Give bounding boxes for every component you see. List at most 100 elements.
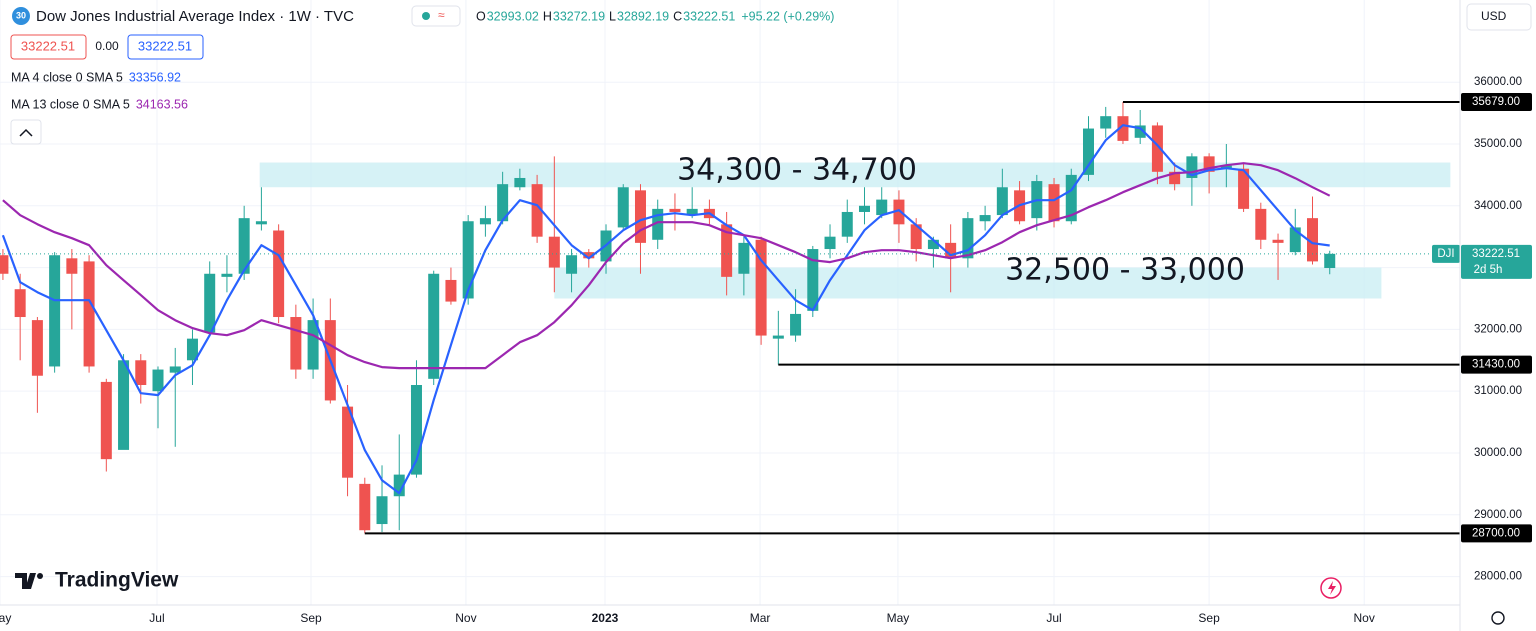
- sell-button[interactable]: [10, 34, 87, 60]
- candle-body: [721, 224, 733, 277]
- level-label: 35679.00: [1472, 96, 1520, 108]
- candle-body: [66, 258, 78, 274]
- candle-body: [583, 252, 595, 259]
- candle-body: [652, 208, 664, 240]
- y-tick-label: 28000.00: [1474, 571, 1522, 583]
- candle-body: [238, 218, 250, 274]
- candle-body: [1289, 227, 1301, 253]
- candle-body: [1186, 156, 1198, 178]
- candle-body: [876, 199, 888, 216]
- buy-price: 33222.51: [138, 38, 192, 53]
- candle-body: [376, 496, 388, 525]
- candle-body: [790, 313, 802, 336]
- candle-body: [824, 236, 836, 250]
- currency-button[interactable]: [1466, 3, 1532, 31]
- level-tag: [1461, 355, 1532, 374]
- spread: 0.00: [95, 39, 119, 53]
- candle-body: [410, 385, 422, 475]
- candle-body: [617, 187, 629, 228]
- ma-name: MA 13 close 0 SMA 5: [11, 97, 130, 111]
- candle-body: [893, 199, 905, 225]
- y-tick-label: 36000.00: [1474, 76, 1522, 88]
- candle-body: [634, 190, 646, 243]
- x-tick-label: Sep: [1198, 611, 1220, 625]
- candle-body: [738, 242, 750, 274]
- support-zone: [259, 162, 1451, 188]
- candle-body: [1100, 116, 1112, 129]
- level-label: 31430.00: [1472, 359, 1520, 371]
- buy-button[interactable]: [127, 34, 204, 60]
- ohlc-value: 33222.51: [683, 9, 735, 23]
- candle-body: [152, 369, 164, 392]
- status-icon: ≈: [438, 8, 445, 22]
- status-pill[interactable]: [411, 5, 461, 27]
- ohlc-key: C: [673, 9, 682, 23]
- x-tick-label: May: [0, 611, 11, 625]
- candle-body: [841, 211, 853, 237]
- zone-label: 34,300 - 34,700: [677, 152, 917, 187]
- settings-icon[interactable]: [1491, 611, 1505, 625]
- y-tick-label: 29000.00: [1474, 509, 1522, 521]
- level-label: 28700.00: [1472, 527, 1520, 539]
- collapse-button[interactable]: [10, 119, 42, 145]
- candle-body: [1134, 125, 1146, 138]
- candle-body: [290, 317, 302, 370]
- collapse-icon: [19, 128, 33, 137]
- candle-body: [566, 255, 578, 274]
- y-tick-label: 32000.00: [1474, 323, 1522, 335]
- symbol-title: Dow Jones Industrial Average Index · 1W …: [36, 8, 354, 25]
- alert-bolt: [1328, 581, 1336, 595]
- x-tick-label: 2023: [592, 611, 619, 625]
- ma-legend: MA 4 close 0 SMA 5 33356.92 MA 13 close 0 …: [11, 70, 188, 111]
- status-dot: [422, 12, 430, 20]
- price-label: 33222.51: [1472, 248, 1520, 260]
- candle-body: [255, 221, 267, 225]
- candle-body: [910, 224, 922, 250]
- logo-dot: [37, 573, 43, 579]
- x-tick-label: Mar: [750, 611, 771, 625]
- candle-body: [221, 273, 233, 277]
- candle-body: [962, 218, 974, 259]
- candle-body: [0, 255, 9, 274]
- candle-body: [1272, 239, 1284, 243]
- candle-body: [1117, 116, 1129, 141]
- candle-body: [393, 474, 405, 497]
- candle-body: [1082, 128, 1094, 175]
- candle-body: [135, 360, 147, 385]
- alert-icon[interactable]: [1320, 577, 1342, 599]
- countdown: 2d 5h: [1474, 264, 1503, 276]
- x-tick-label: Jul: [149, 611, 164, 625]
- candle-body: [462, 221, 474, 299]
- y-tick-label: 31000.00: [1474, 385, 1522, 397]
- x-tick-label: Nov: [1354, 611, 1375, 625]
- ohlc-legend: O 32993.02 H 33272.19 L 32892.19 C 33222.51 +95.…: [476, 9, 834, 23]
- support-zone: [554, 267, 1382, 299]
- ohlc-value: 32892.19: [617, 9, 669, 23]
- candle-body: [1324, 253, 1336, 269]
- candle-body: [1238, 168, 1250, 209]
- candle-body: [204, 273, 216, 333]
- candle-body: [686, 208, 698, 216]
- candle-body: [807, 249, 819, 311]
- symbol-tag: [1432, 244, 1460, 263]
- candle-body: [1255, 208, 1267, 240]
- candle-body: [342, 406, 354, 478]
- candle-body: [428, 273, 440, 379]
- candle-body: [548, 236, 560, 268]
- candle-body: [14, 289, 26, 318]
- candle-body: [1307, 218, 1319, 262]
- candle-body: [186, 338, 198, 361]
- candle-body: [1169, 171, 1181, 185]
- candle-body: [979, 215, 991, 222]
- ohlc-key: L: [609, 9, 616, 23]
- symbol-badge: [12, 7, 30, 25]
- candle-body: [1048, 184, 1060, 222]
- marks: [0, 102, 1336, 534]
- candle-body: [531, 184, 543, 237]
- ohlc-key: H: [543, 9, 552, 23]
- y-tick-label: 34000.00: [1474, 200, 1522, 212]
- x-tick-label: Sep: [300, 611, 322, 625]
- ma-name: MA 4 close 0 SMA 5: [11, 70, 123, 84]
